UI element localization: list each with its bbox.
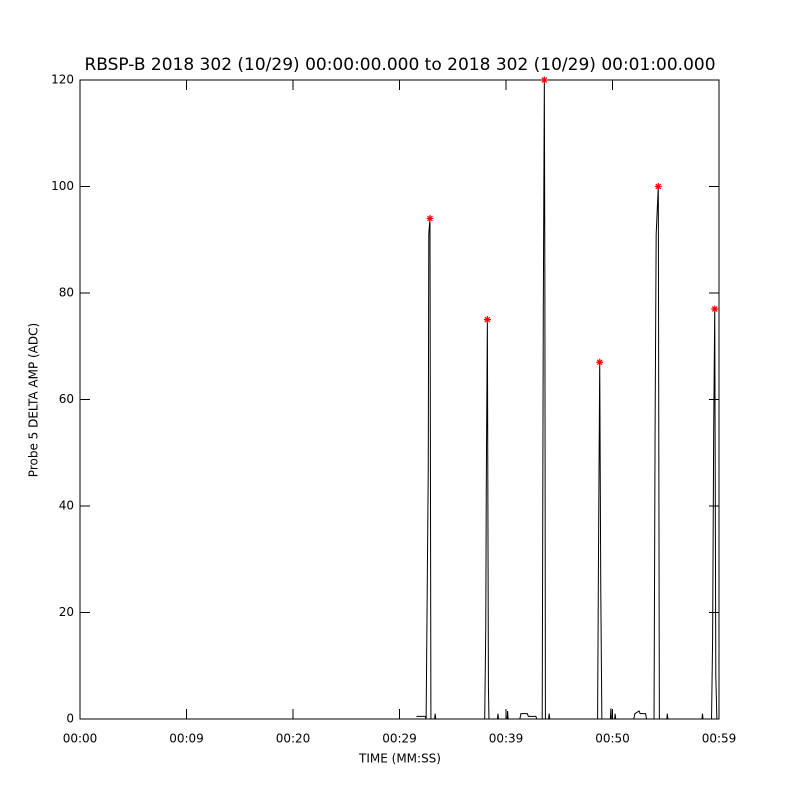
x-axis-label: TIME (MM:SS) <box>358 752 441 766</box>
y-tick-label: 0 <box>66 712 74 726</box>
peak-marker <box>426 214 434 222</box>
x-tick-label: 00:09 <box>169 732 204 746</box>
y-tick-label: 40 <box>59 499 74 513</box>
x-tick-label: 00:59 <box>702 732 737 746</box>
data-line <box>416 79 718 720</box>
x-tick-label: 00:50 <box>595 732 630 746</box>
x-tick-label: 00:20 <box>276 732 311 746</box>
peak-marker <box>711 305 719 313</box>
y-tick-label: 20 <box>59 605 74 619</box>
peak-marker <box>483 316 491 324</box>
peak-marker <box>596 358 604 366</box>
x-tick-label: 00:29 <box>382 732 417 746</box>
peak-marker <box>654 183 662 190</box>
y-tick-label: 100 <box>51 179 74 193</box>
y-tick-label: 80 <box>59 286 74 300</box>
x-tick-label: 00:39 <box>489 732 524 746</box>
plot-frame <box>79 79 720 720</box>
y-axis-label: Probe 5 DELTA AMP (ADC) <box>27 323 41 477</box>
chart-title: RBSP-B 2018 302 (10/29) 00:00:00.000 to … <box>84 55 715 75</box>
y-tick-label: 120 <box>51 73 74 87</box>
y-tick-label: 60 <box>59 392 74 406</box>
peak-marker <box>540 76 548 84</box>
x-tick-label: 00:00 <box>63 732 98 746</box>
